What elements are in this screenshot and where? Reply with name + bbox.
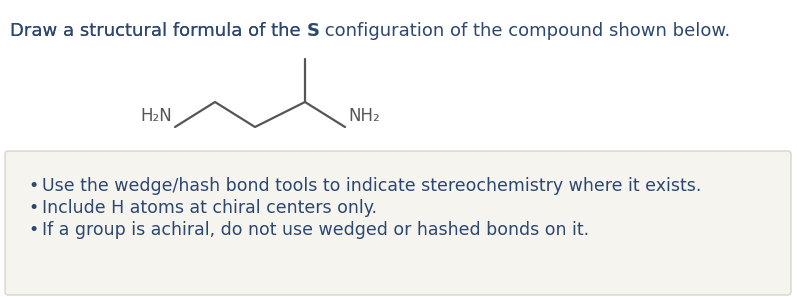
Text: NH₂: NH₂ <box>348 107 379 125</box>
Text: H₂N: H₂N <box>140 107 172 125</box>
Text: Include H atoms at chiral centers only.: Include H atoms at chiral centers only. <box>42 199 377 217</box>
Text: Draw a structural formula of the: Draw a structural formula of the <box>10 22 306 40</box>
FancyBboxPatch shape <box>5 151 791 295</box>
Text: configuration of the compound shown below.: configuration of the compound shown belo… <box>320 22 731 40</box>
Text: Use the wedge/hash bond tools to indicate stereochemistry where it exists.: Use the wedge/hash bond tools to indicat… <box>42 177 701 195</box>
Text: •: • <box>28 199 38 217</box>
Text: If a group is achiral, do not use wedged or hashed bonds on it.: If a group is achiral, do not use wedged… <box>42 221 589 239</box>
Text: S: S <box>306 22 320 40</box>
Text: Draw a structural formula of the: Draw a structural formula of the <box>10 22 306 40</box>
Text: •: • <box>28 221 38 239</box>
Text: •: • <box>28 177 38 195</box>
